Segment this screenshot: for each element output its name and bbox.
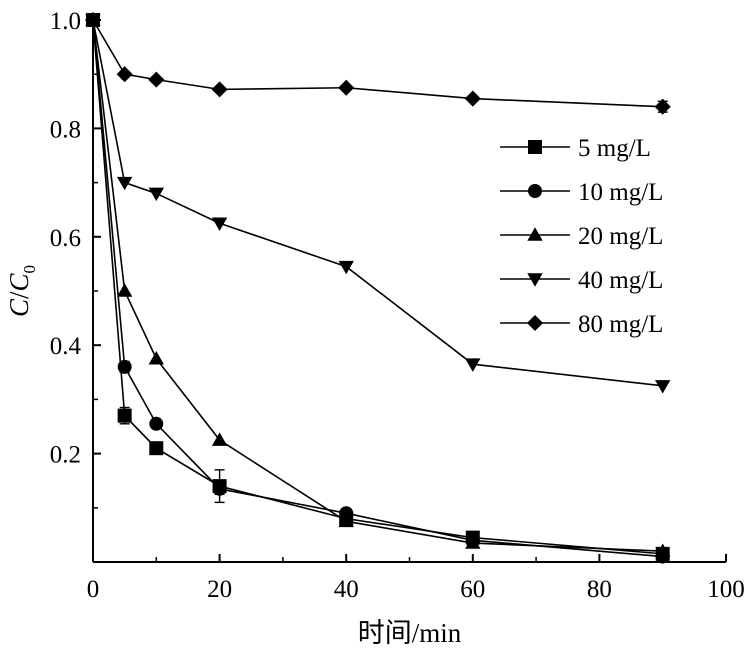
y-axis-title-subscript: 0 xyxy=(20,265,39,274)
data-point xyxy=(654,98,671,115)
y-axis-title: C/C0 xyxy=(4,265,39,317)
data-point xyxy=(338,513,354,528)
series-4 xyxy=(84,11,671,115)
legend-item: 40 mg/L xyxy=(500,267,663,294)
data-point xyxy=(465,535,481,549)
x-axis-title: 时间/min xyxy=(358,618,462,648)
legend-item: 80 mg/L xyxy=(500,311,663,338)
legend-label: 5 mg/L xyxy=(578,135,651,162)
data-point xyxy=(465,358,481,372)
y-tick-label: 0.8 xyxy=(50,116,81,143)
data-point xyxy=(148,71,165,88)
x-tick-label: 40 xyxy=(334,576,359,603)
data-point xyxy=(148,187,164,202)
y-tick-label: 0.2 xyxy=(50,442,81,469)
data-point xyxy=(338,260,354,275)
legend-label: 40 mg/L xyxy=(578,267,663,294)
ticks: 0 20 40 60 80 100 0.2 0.4 0.6 0.8 1.0 xyxy=(50,8,745,603)
data-point xyxy=(655,543,671,557)
y-tick-label: 1.0 xyxy=(50,8,81,35)
y-tick-label: 0.6 xyxy=(50,225,81,252)
data-point xyxy=(211,81,228,98)
x-tick-label: 60 xyxy=(460,576,485,603)
data-point xyxy=(116,283,133,297)
legend-item: 10 mg/L xyxy=(500,179,663,206)
y-axis-title-sep: / xyxy=(4,291,34,299)
legend-marker xyxy=(527,273,543,287)
data-point xyxy=(117,408,132,423)
legend-marker xyxy=(528,140,542,154)
data-point xyxy=(212,481,227,496)
data-point xyxy=(84,11,102,29)
y-axis-title-main: C xyxy=(4,298,34,317)
data-point xyxy=(339,506,354,521)
data-point xyxy=(211,217,228,231)
legend-label: 80 mg/L xyxy=(578,311,663,338)
legend-label: 10 mg/L xyxy=(578,179,663,206)
legend-marker xyxy=(526,314,544,332)
series-line xyxy=(92,19,663,108)
data-point xyxy=(211,432,228,446)
x-tick-label: 0 xyxy=(87,576,100,603)
legend-marker xyxy=(528,184,542,198)
y-axis-title-base: C xyxy=(4,272,34,291)
data-point xyxy=(338,79,355,96)
legend-marker xyxy=(527,227,543,241)
y-tick-label: 0.4 xyxy=(50,333,82,360)
data-point xyxy=(116,66,133,83)
data-point xyxy=(655,380,671,394)
legend-item: 5 mg/L xyxy=(500,135,651,162)
data-point xyxy=(149,441,164,456)
x-tick-label: 100 xyxy=(707,576,745,603)
series-3 xyxy=(85,14,671,394)
x-tick-label: 80 xyxy=(587,576,612,603)
legend-label: 20 mg/L xyxy=(578,223,663,250)
data-point xyxy=(149,416,164,431)
legend: 5 mg/L 10 mg/L 20 mg/L 40 mg/L 80 mg/L xyxy=(500,135,663,338)
data-point xyxy=(117,359,132,374)
data-point xyxy=(464,90,481,107)
legend-item: 20 mg/L xyxy=(500,223,663,250)
series-layer xyxy=(84,11,671,564)
data-point xyxy=(148,351,164,365)
x-tick-label: 20 xyxy=(207,576,232,603)
data-point xyxy=(116,176,133,191)
